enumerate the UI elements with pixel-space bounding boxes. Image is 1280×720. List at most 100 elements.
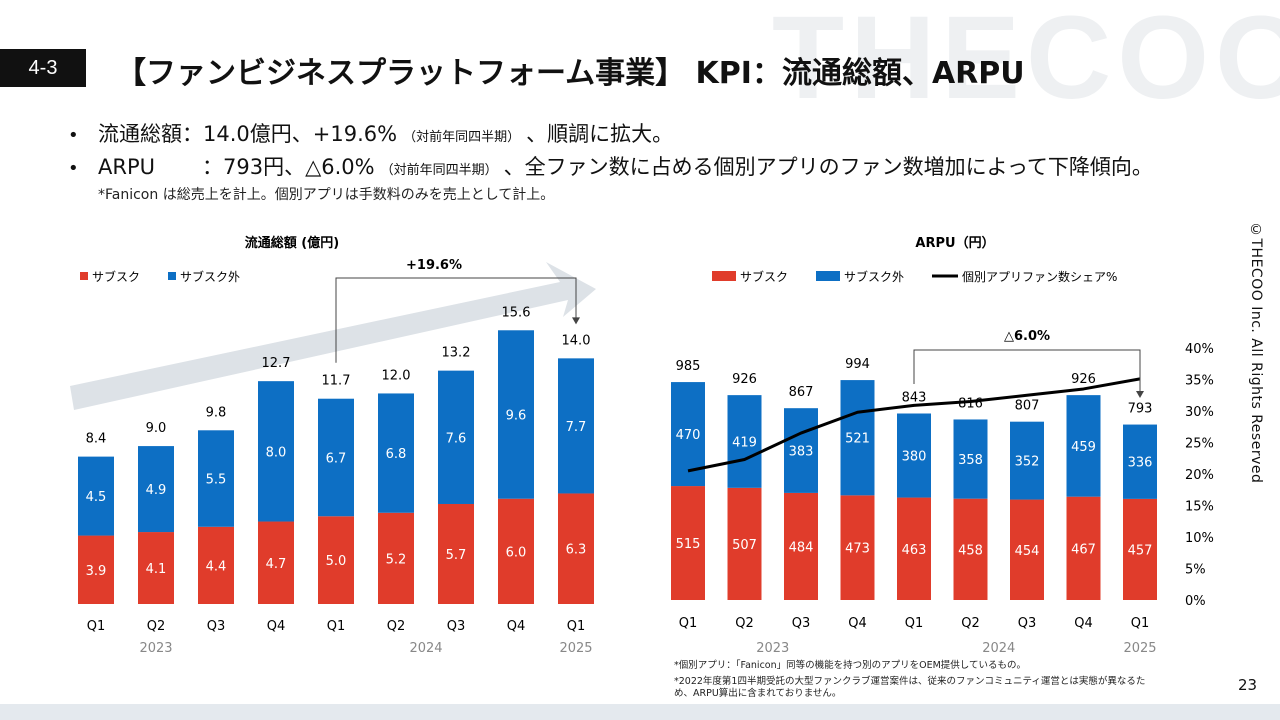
data-label-subscription: 4.1 (146, 562, 167, 577)
footnote-3: め、ARPU算出に含まれておりません。 (674, 688, 842, 699)
data-label-subscription: 507 (732, 538, 757, 553)
legend-label-app-share: 個別アプリファン数シェア% (962, 269, 1117, 284)
total-label: 793 (1128, 402, 1153, 417)
total-label: 14.0 (562, 333, 591, 348)
right-axis-tick: 30% (1185, 405, 1214, 420)
bullet-arpu: • ARPU ：793円、△6.0% （対前年同四半期） 、全ファン数に占める個… (68, 151, 1153, 181)
bar-non-subscription (258, 381, 294, 522)
data-label-non-subscription: 383 (789, 445, 814, 460)
bar-non-subscription (953, 419, 988, 499)
data-label-subscription: 5.0 (326, 554, 347, 569)
data-label-non-subscription: 470 (676, 428, 701, 443)
charts-canvas: 流通総額 (億円) サブスク サブスク外 3.9 4.5 8.4 Q1 4.1 4.9 9.0 Q2… (70, 235, 1214, 656)
bullet-arpu-value: ：793円、△6.0% (202, 155, 375, 179)
x-tick-label: Q4 (507, 619, 526, 634)
x-tick-label: Q2 (961, 616, 980, 631)
data-label-subscription: 6.0 (506, 545, 527, 560)
bar-subscription (671, 486, 705, 600)
total-label: 926 (1071, 372, 1096, 387)
x-tick-label: Q3 (1018, 616, 1037, 631)
bar-non-subscription (840, 380, 875, 496)
bar-non-subscription (727, 395, 762, 488)
x-tick-label: Q3 (792, 616, 811, 631)
year-label: 2024 (409, 641, 442, 656)
bar-non-subscription (198, 430, 234, 527)
total-label: 8.4 (86, 432, 107, 447)
bar-subscription (953, 498, 988, 600)
total-label: 807 (1015, 399, 1040, 414)
legend-label-subscription: サブスク (92, 269, 140, 284)
total-label: 843 (902, 390, 927, 405)
x-tick-label: Q4 (267, 619, 286, 634)
data-label-non-subscription: 419 (732, 435, 757, 450)
bar-non-subscription (1123, 424, 1157, 499)
x-tick-label: Q1 (87, 619, 106, 634)
chart-gmv: 流通総額 (億円) サブスク サブスク外 3.9 4.5 8.4 Q1 4.1 4.9 9.0 Q2… (70, 235, 596, 656)
bullet-dot: • (68, 158, 79, 179)
total-label: 15.6 (502, 305, 531, 320)
bar-non-subscription (318, 398, 354, 517)
data-label-non-subscription: 521 (845, 432, 870, 447)
bar-subscription (78, 535, 114, 604)
decline-bracket (913, 349, 1141, 392)
legend-swatch-non-subscription (168, 272, 176, 280)
total-label: 926 (732, 372, 757, 387)
x-tick-label: Q4 (1074, 616, 1093, 631)
data-label-non-subscription: 7.7 (566, 420, 587, 435)
year-label: 2023 (756, 641, 789, 656)
x-tick-label: Q1 (905, 616, 924, 631)
x-tick-label: Q2 (387, 619, 406, 634)
section-number-badge: 4-3 (0, 49, 86, 87)
x-tick-label: Q1 (327, 619, 346, 634)
bar-non-subscription (1066, 395, 1101, 497)
x-tick-label: Q1 (679, 616, 698, 631)
x-tick-label: Q1 (567, 619, 586, 634)
legend-swatch-subscription (712, 271, 736, 281)
bullet-gmv-value: ：14.0億円、+19.6% (182, 122, 398, 146)
legend-swatch-subscription (80, 272, 88, 280)
bar-subscription (1010, 499, 1044, 600)
right-axis-tick: 35% (1185, 374, 1214, 389)
copyright: ©THECOO Inc. All Rights Reserved (1248, 222, 1264, 484)
bar-subscription (727, 487, 762, 600)
bar-subscription (318, 516, 354, 604)
bar-non-subscription (784, 408, 818, 493)
bar-subscription (1066, 496, 1101, 600)
total-label: 13.2 (442, 346, 471, 361)
page-number: 23 (1238, 676, 1258, 694)
x-tick-label: Q2 (735, 616, 754, 631)
data-label-subscription: 473 (845, 542, 870, 557)
data-label-subscription: 463 (902, 543, 927, 558)
legend-label-subscription: サブスク (740, 269, 788, 284)
bar-non-subscription (438, 370, 474, 504)
footer-bar (0, 704, 1280, 720)
data-label-non-subscription: 336 (1128, 456, 1153, 471)
x-tick-label: Q4 (848, 616, 867, 631)
page-title: 【ファンビジネスプラットフォーム事業】 KPI：流通総額、ARPU (116, 56, 1025, 91)
right-axis-tick: 20% (1185, 468, 1214, 483)
data-label-subscription: 4.4 (206, 559, 227, 574)
data-label-non-subscription: 8.0 (266, 445, 287, 460)
data-label-non-subscription: 5.5 (206, 473, 227, 488)
bullet-dot: • (68, 125, 79, 146)
bar-subscription (138, 532, 174, 604)
legend-label-non-subscription: サブスク外 (844, 269, 904, 284)
year-label: 2024 (982, 641, 1015, 656)
bar-non-subscription (378, 393, 414, 513)
bullet-arpu-tail: 、全ファン数に占める個別アプリのファン数増加によって下降傾向。 (503, 155, 1153, 179)
x-tick-label: Q2 (147, 619, 166, 634)
legend-swatch-non-subscription (816, 271, 840, 281)
total-label: 867 (789, 385, 814, 400)
total-label: 816 (958, 396, 983, 411)
data-label-subscription: 5.2 (386, 552, 407, 567)
total-label: 11.7 (322, 374, 351, 389)
right-axis-tick: 40% (1185, 342, 1214, 357)
data-label-non-subscription: 6.7 (326, 451, 347, 466)
bar-non-subscription (78, 456, 114, 536)
data-label-non-subscription: 4.9 (146, 483, 167, 498)
decline-bracket-arrowhead (1136, 391, 1144, 398)
bar-subscription (784, 492, 818, 600)
data-label-subscription: 484 (789, 540, 814, 555)
total-label: 985 (676, 359, 701, 374)
data-label-non-subscription: 9.6 (506, 409, 527, 424)
